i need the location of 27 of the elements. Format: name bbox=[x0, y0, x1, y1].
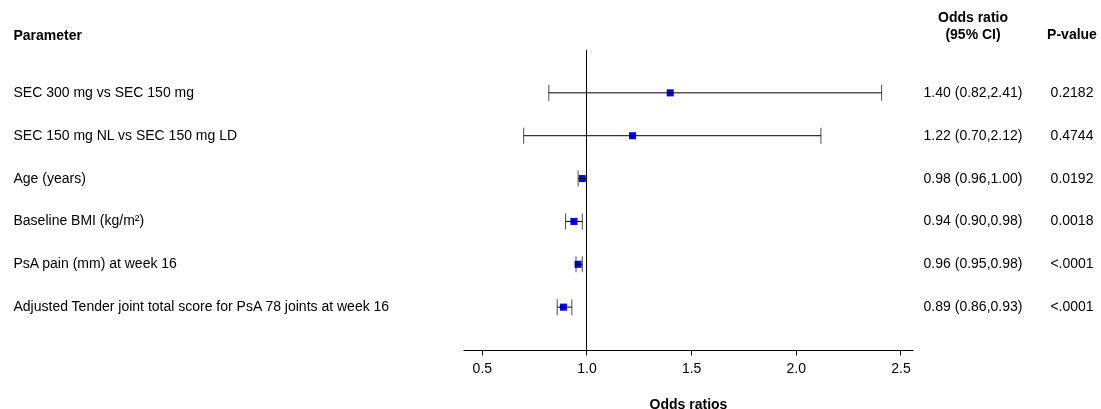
data-label: 0.94 (0.90,0.98) bbox=[923, 212, 1023, 229]
text: 0.4744 bbox=[1050, 126, 1094, 143]
data-label: 0.98 (0.96,1.00) bbox=[923, 169, 1023, 186]
text: 0.2182 bbox=[1050, 83, 1094, 100]
y-tick-label: Adjusted Tender joint total score for PsA 78 joints at week 16 bbox=[13, 298, 390, 315]
x-tick-label: 1.5 bbox=[681, 359, 702, 376]
y-tick-label: PsA pain (mm) at week 16 bbox=[13, 255, 178, 272]
x-tick-label: 0.5 bbox=[472, 359, 493, 376]
text: 0.0192 bbox=[1050, 169, 1094, 186]
text: <.0001 bbox=[1050, 255, 1094, 272]
x-tick-label: 1.0 bbox=[577, 359, 597, 376]
data-label: 0.96 (0.95,0.98) bbox=[923, 255, 1023, 272]
y-tick-label: Baseline BMI (kg/m²) bbox=[13, 212, 145, 229]
y-axis-title: Parameter bbox=[13, 26, 83, 43]
x-tick-label: 2.5 bbox=[891, 359, 911, 376]
text: <.0001 bbox=[1050, 298, 1094, 315]
x-axis-title: Odds ratios bbox=[649, 395, 728, 409]
x-tick-label: 2.0 bbox=[786, 359, 807, 376]
y-tick-label: Age (years) bbox=[13, 169, 86, 186]
text: P-value bbox=[1047, 26, 1098, 42]
data-label: 1.22 (0.70,2.12) bbox=[923, 126, 1023, 143]
y-tick-label: SEC 300 mg vs SEC 150 mg bbox=[13, 83, 195, 100]
data-label: 1.40 (0.82,2.41) bbox=[923, 83, 1023, 100]
y-tick-label: SEC 150 mg NL vs SEC 150 mg LD bbox=[13, 126, 238, 143]
data-label: 0.89 (0.86,0.93) bbox=[923, 298, 1023, 315]
text: Odds ratio (95% CI) bbox=[937, 9, 1009, 42]
text: 0.0018 bbox=[1050, 212, 1094, 229]
